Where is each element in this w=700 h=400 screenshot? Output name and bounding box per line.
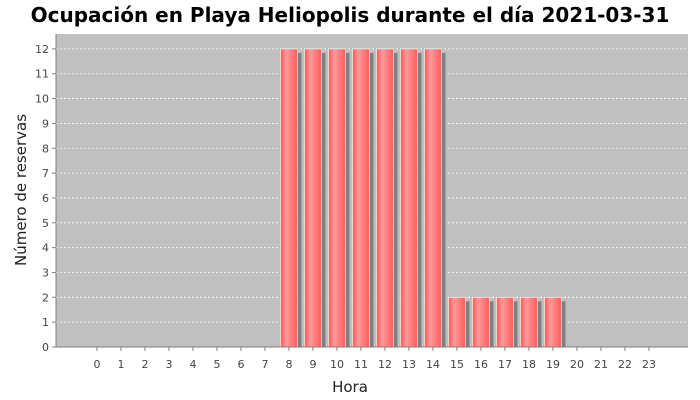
x-tick-label: 18 (522, 358, 536, 371)
x-tick-label: 13 (402, 358, 416, 371)
chart-title: Ocupación en Playa Heliopolis durante el… (31, 3, 670, 27)
y-tick-label: 11 (35, 68, 49, 81)
y-tick-label: 6 (42, 192, 49, 205)
bar-hour-14 (424, 48, 442, 348)
x-tick-label: 12 (378, 358, 392, 371)
y-tick-label: 0 (42, 341, 49, 354)
y-tick-label: 7 (42, 167, 49, 180)
x-tick-label: 5 (214, 358, 221, 371)
bar-hour-15 (448, 297, 466, 348)
x-tick-label: 6 (238, 358, 245, 371)
x-tick-label: 1 (118, 358, 125, 371)
y-tick-label: 4 (42, 242, 49, 255)
bar-hour-13 (400, 48, 418, 348)
bar-hour-9 (304, 48, 322, 348)
x-tick-label: 8 (286, 358, 293, 371)
x-tick-label: 23 (642, 358, 656, 371)
x-tick-label: 10 (330, 358, 344, 371)
x-tick-label: 22 (618, 358, 632, 371)
x-tick-labels: 0 1 2 3 4 5 6 7 8 9 10 11 12 13 14 15 16 17 18 19 20 21 22 23 (94, 358, 657, 371)
bar-hour-11 (352, 48, 370, 348)
bar-hour-8 (280, 48, 298, 348)
x-tick-label: 20 (570, 358, 584, 371)
bar-hour-18 (520, 297, 538, 348)
y-tick-label: 12 (35, 43, 49, 56)
x-tick-label: 0 (94, 358, 101, 371)
axes (52, 34, 688, 351)
x-tick-label: 9 (310, 358, 317, 371)
x-tick-label: 16 (474, 358, 488, 371)
x-tick-label: 3 (166, 358, 173, 371)
x-tick-label: 7 (262, 358, 269, 371)
bar-hour-19 (544, 297, 562, 348)
x-tick-label: 11 (354, 358, 368, 371)
x-tick-label: 19 (546, 358, 560, 371)
x-tick-label: 4 (190, 358, 197, 371)
x-tick-label: 17 (498, 358, 512, 371)
y-tick-label: 1 (42, 316, 49, 329)
x-tick-label: 14 (426, 358, 440, 371)
bars (280, 48, 562, 348)
y-axis-label: Número de reservas (12, 114, 30, 266)
x-axis-label: Hora (332, 378, 368, 396)
bar-hour-16 (472, 297, 490, 348)
x-tick-label: 2 (142, 358, 149, 371)
y-tick-label: 9 (42, 117, 49, 130)
x-tick-label: 21 (594, 358, 608, 371)
y-tick-label: 3 (42, 266, 49, 279)
bar-hour-17 (496, 297, 514, 348)
bar-hour-12 (376, 48, 394, 348)
bar-hour-10 (328, 48, 346, 348)
y-tick-label: 8 (42, 142, 49, 155)
x-tick-label: 15 (450, 358, 464, 371)
y-tick-label: 5 (42, 217, 49, 230)
y-tick-label: 2 (42, 291, 49, 304)
y-tick-label: 10 (35, 93, 49, 106)
